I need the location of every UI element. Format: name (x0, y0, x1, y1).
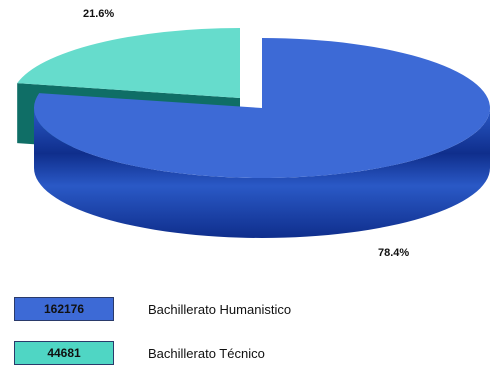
slice-top-humanistico (33, 38, 490, 179)
legend-label-tecnico: Bachillerato Técnico (148, 345, 265, 361)
legend-item-tecnico: 44681 Bachillerato Técnico (14, 340, 265, 366)
slice-label-tecnico: 21.6% (83, 8, 115, 20)
legend-item-humanistico: 162176 Bachillerato Humanistico (14, 296, 291, 322)
slice-top-tecnico (17, 28, 241, 98)
pie-chart (17, 28, 490, 238)
legend-swatch-humanistico: 162176 (14, 297, 114, 321)
legend-swatch-tecnico: 44681 (14, 341, 114, 365)
slice-label-humanistico: 78.4% (378, 247, 410, 259)
legend-label-humanistico: Bachillerato Humanistico (148, 301, 292, 317)
slice-side-humanistico (34, 108, 490, 238)
